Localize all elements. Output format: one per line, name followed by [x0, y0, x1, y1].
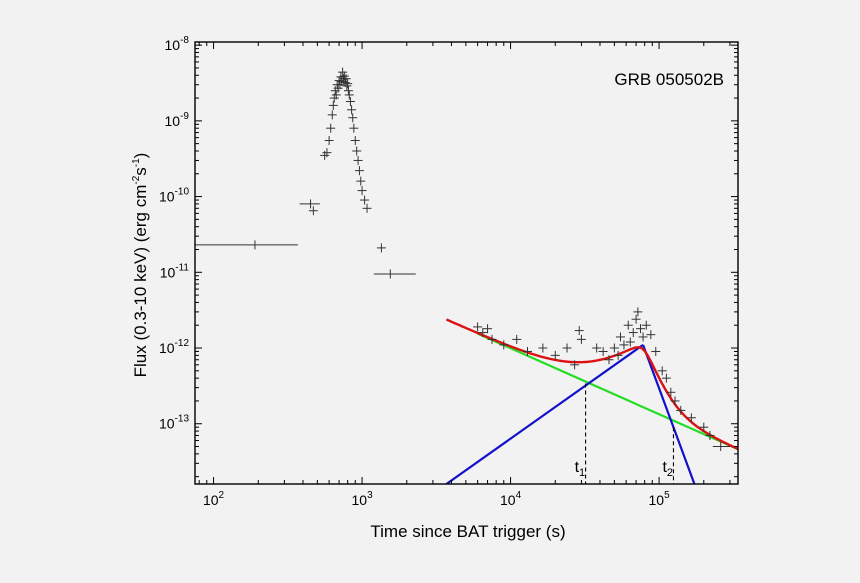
data-point [349, 123, 359, 133]
plot-frame [194, 41, 739, 485]
x-axis-title: Time since BAT trigger (s) [370, 522, 565, 541]
data-point [322, 148, 332, 158]
data-point [345, 97, 355, 107]
annotation-label: t2 [662, 459, 673, 479]
data-point [326, 123, 336, 133]
data-point [661, 373, 671, 383]
data-point [538, 343, 548, 353]
data-point [598, 346, 608, 356]
data-point [638, 332, 648, 342]
data-point [343, 79, 353, 89]
x-tick-labels: 102 103 104 105 [203, 490, 670, 508]
data-point [350, 136, 360, 146]
data-point [195, 240, 298, 250]
data-point [670, 396, 680, 406]
data-point [376, 243, 386, 253]
data-point [327, 110, 337, 120]
plot-title: GRB 050502B [614, 70, 724, 89]
data-point [646, 330, 656, 340]
data-point [676, 405, 686, 415]
y-tick-label: 10-9 [165, 111, 190, 129]
data-points [195, 67, 730, 452]
data-point [616, 332, 626, 342]
data-point [686, 413, 696, 423]
x-tick-label: 102 [203, 490, 225, 508]
data-point [487, 334, 497, 344]
data-point [570, 360, 580, 370]
data-point [619, 340, 629, 350]
data-point [657, 366, 667, 376]
data-point [641, 320, 651, 330]
data-point [324, 136, 334, 146]
data-point [362, 203, 372, 213]
data-point [633, 307, 643, 317]
data-point [352, 146, 362, 156]
y-tick-label: 10-8 [165, 35, 190, 53]
data-point [356, 176, 366, 186]
data-point [348, 113, 358, 123]
data-point [347, 105, 357, 115]
data-point [699, 422, 709, 432]
data-point [299, 199, 320, 209]
data-point [666, 387, 676, 397]
data-point [613, 350, 623, 360]
data-point [651, 346, 661, 356]
data-point [562, 343, 572, 353]
data-point [623, 320, 633, 330]
data-point [353, 155, 363, 165]
data-point [341, 74, 351, 84]
data-point [354, 166, 364, 176]
data-point [342, 81, 352, 91]
model-line-power-law-decay [477, 332, 738, 451]
x-tick-label: 104 [500, 490, 522, 508]
data-point [473, 322, 483, 332]
data-point [360, 195, 370, 205]
data-point [328, 100, 338, 110]
x-tick-label: 103 [351, 490, 373, 508]
data-point [636, 324, 646, 334]
annotation-labels: t1 t2 [575, 459, 673, 479]
x-tick-label: 105 [649, 490, 671, 508]
annotation-lines [585, 383, 675, 484]
data-point [550, 350, 560, 360]
y-axis-title: Flux (0.3-10 keV) (erg cm-2s-1) [131, 153, 150, 378]
data-point [705, 430, 715, 440]
data-point [712, 442, 730, 452]
data-point [331, 90, 341, 100]
y-tick-label: 10-11 [160, 262, 190, 280]
data-point [576, 334, 586, 344]
axis-ticks [195, 42, 738, 484]
model-line-total [445, 318, 738, 451]
data-point [338, 67, 348, 77]
data-point [478, 328, 488, 338]
data-point [625, 337, 635, 347]
data-point [604, 355, 614, 365]
y-tick-label: 10-10 [159, 187, 189, 205]
annotation-label: t1 [575, 459, 586, 479]
data-point [343, 86, 353, 96]
data-point [522, 346, 532, 356]
data-point [609, 343, 619, 353]
data-point [592, 343, 602, 353]
data-point [357, 186, 367, 196]
data-point [628, 328, 638, 338]
data-point [499, 340, 509, 350]
model-line-rise [445, 343, 644, 484]
data-point [373, 269, 416, 279]
data-point [344, 90, 354, 100]
model-line-decay [642, 344, 696, 484]
model-curves [445, 318, 738, 484]
y-tick-label: 10-12 [159, 338, 189, 356]
data-point [512, 334, 522, 344]
data-point [631, 314, 641, 324]
y-tick-labels: 10-13 10-12 10-11 10-10 10-9 10-8 [159, 35, 189, 432]
y-tick-label: 10-13 [159, 414, 189, 432]
data-point [574, 326, 584, 336]
data-point [308, 206, 318, 216]
data-point [483, 324, 493, 334]
